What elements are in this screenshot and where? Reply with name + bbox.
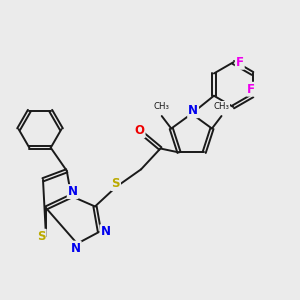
Text: N: N (71, 242, 81, 255)
Text: N: N (68, 185, 78, 198)
Text: N: N (188, 104, 198, 117)
Text: N: N (100, 225, 110, 238)
Text: F: F (236, 56, 244, 69)
Text: S: S (112, 177, 120, 190)
Text: CH₃: CH₃ (214, 102, 230, 111)
Text: F: F (247, 83, 255, 96)
Text: S: S (37, 230, 46, 243)
Text: CH₃: CH₃ (154, 102, 170, 111)
Text: O: O (135, 124, 145, 137)
